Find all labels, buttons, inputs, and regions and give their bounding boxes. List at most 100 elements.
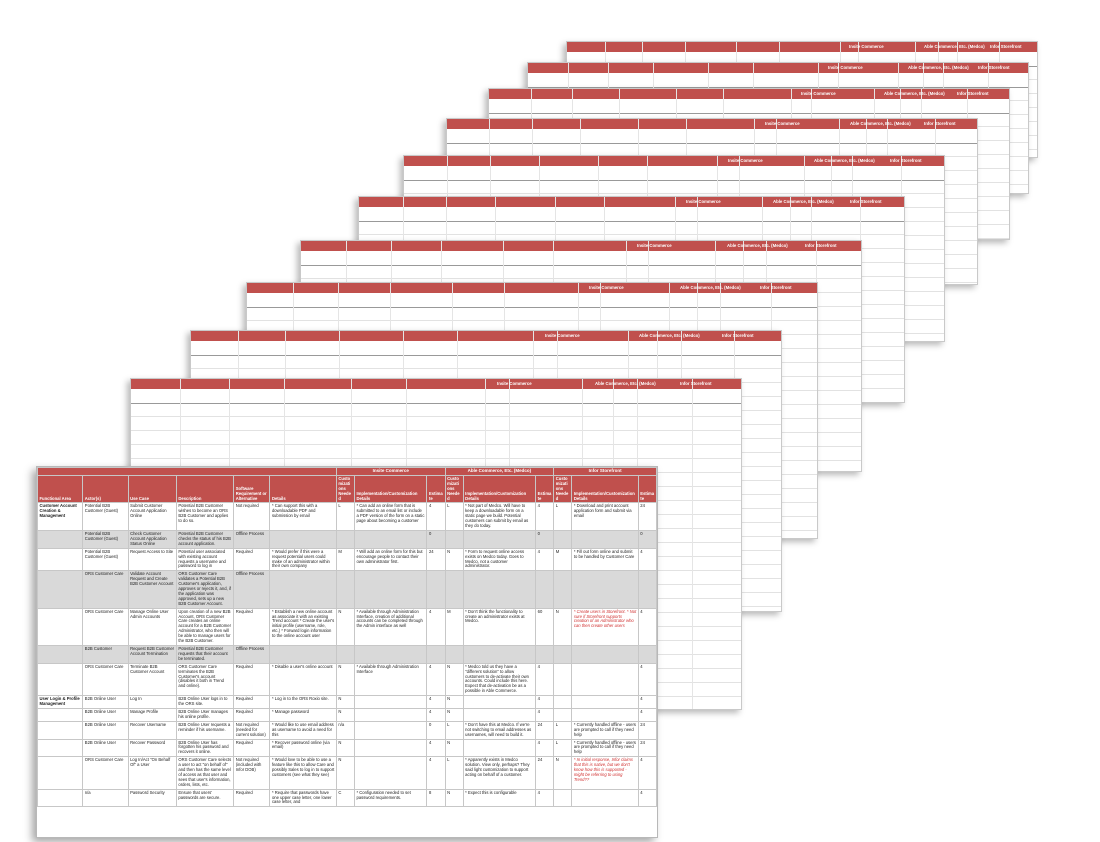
cell-i1 <box>353 756 428 790</box>
cell-actor: Potential B2B Customer (Guest) <box>82 502 129 531</box>
cell-e1: 4 <box>426 707 446 722</box>
cell-e2: 24 <box>535 756 555 790</box>
table-row: ORS Customer Care Validate Account Reques… <box>37 570 657 609</box>
cell-e2: 0 <box>535 529 555 549</box>
cell-c2: N <box>444 662 464 697</box>
cell-desc: B2B Online User logs in to the ORS site. <box>175 695 235 709</box>
cell-details: * Require that passwords have one upper … <box>269 788 337 808</box>
cell-e1 <box>426 570 446 609</box>
sheet-vendor-title: Able Commerce, Etc. (Medco) <box>639 333 700 338</box>
cell-c1 <box>335 645 355 664</box>
cell-req: Not required (needed for current solutio… <box>233 720 271 740</box>
requirements-table: Insite Commerce Able Commerce, Etc. (Med… <box>37 467 657 808</box>
cell-i1 <box>353 738 428 758</box>
table-row: Potential B2B Customer (Guest) Check Cust… <box>37 529 657 549</box>
sheet-vendor-title: Insite Commerce <box>801 91 836 96</box>
cell-req: Required <box>233 607 271 647</box>
cell-c3 <box>553 645 573 664</box>
table-row: n/a Password Security Ensure that users' p… <box>37 788 657 808</box>
cell-c3: M <box>553 547 573 572</box>
col-estimate-1: Estimate <box>426 474 446 504</box>
cell-c2: N <box>444 707 464 722</box>
cell-c1 <box>335 570 355 609</box>
col-impl-1: Implementation/Customization Details <box>353 474 428 504</box>
cell-req: Required <box>233 707 271 722</box>
col-estimate-3: Estimate <box>637 474 657 504</box>
cell-area <box>37 707 84 722</box>
cell-req: Not required (included with Infor DOB) <box>233 756 271 790</box>
cell-c1: N <box>335 707 355 722</box>
cell-req: Not required <box>233 502 271 531</box>
cell-i3: * Currently handled offline - users are … <box>571 720 639 740</box>
cell-desc: ORS Customer Care selects a user to act … <box>175 756 235 790</box>
cell-e3: 0 <box>637 529 657 549</box>
cell-c3 <box>553 788 573 808</box>
cell-c1: N <box>335 662 355 697</box>
sheet-vendor-title: Infor Storefront <box>850 199 882 204</box>
cell-actor: ORS Customer Care <box>82 607 129 647</box>
cell-i1 <box>353 529 428 549</box>
sheet-vendor-title: Insite Commerce <box>686 199 721 204</box>
cell-c2: N <box>444 547 464 572</box>
table-row: ORS Customer Care Manage Online User Admi… <box>37 607 657 647</box>
cell-c3 <box>553 570 573 609</box>
cell-c3: N <box>553 607 573 647</box>
cell-c3 <box>553 695 573 709</box>
cell-use-case: Log In <box>127 695 177 709</box>
cell-use-case: Check Customer Account Application Statu… <box>127 529 177 549</box>
sheet-vendor-title: Insite Commerce <box>497 381 532 386</box>
sheet-vendor-title: Able Commerce, Etc. (Medco) <box>814 158 875 163</box>
cell-c3: N <box>553 756 573 790</box>
sheet-column-header <box>131 389 741 404</box>
sheet-vendor-title: Infor Storefront <box>978 65 1010 70</box>
sheet-column-header <box>359 207 904 222</box>
cell-e2: 4 <box>535 788 555 808</box>
cell-i1: * Configuration needed to set password r… <box>353 788 428 808</box>
cell-i1: * Available through Administration Inter… <box>353 607 428 647</box>
cell-i1 <box>353 707 428 722</box>
sheet-column-header <box>247 293 817 308</box>
cell-use-case: Validate Account Request and Create B2B … <box>127 570 177 609</box>
cell-e2: 4 <box>535 502 555 531</box>
cell-c2: N <box>444 788 464 808</box>
cell-i3: * Create users in Storefront. * Not sure… <box>571 607 639 647</box>
cell-use-case: Request Access to Site <box>127 547 177 572</box>
cell-desc: B2B Online User requests a reminder if h… <box>175 720 235 740</box>
cell-e3: 4 <box>637 547 657 572</box>
cell-req: Offline Process <box>233 570 271 609</box>
cell-area <box>37 738 84 758</box>
cell-e2 <box>535 570 555 609</box>
sheet-vendor-title: Insite Commerce <box>765 121 800 126</box>
cell-i3 <box>571 707 639 722</box>
table-row: ORS Customer Care Log In/Act "On Behalf O… <box>37 756 657 790</box>
cell-c1: M <box>335 547 355 572</box>
table-row: Potential B2B Customer (Guest) Request Ac… <box>37 547 657 572</box>
cell-actor: B2B Online User <box>82 707 129 722</box>
sheet-gridline <box>692 379 693 709</box>
cell-e1: 0 <box>426 720 446 740</box>
sheet-column-header <box>528 73 1028 88</box>
front-spreadsheet-page: Insite Commerce Able Commerce, Etc. (Med… <box>36 466 658 838</box>
cell-details: * Manage password <box>269 707 337 722</box>
cell-req: Offline Process <box>233 529 271 549</box>
cell-i1 <box>353 695 428 709</box>
cell-area <box>37 720 84 740</box>
cell-c1: N <box>335 738 355 758</box>
cell-e3: 24 <box>637 738 657 758</box>
cell-c1: n/a <box>335 720 355 740</box>
cell-use-case: Log In/Act "On Behalf Of" a User <box>127 756 177 790</box>
cell-i1: * Can add an online form that is submitt… <box>353 502 428 531</box>
cell-c1: L <box>335 502 355 531</box>
col-custom-3: Customizations Needed <box>553 474 573 504</box>
cell-desc: Ensure that users' passwords are secure. <box>175 788 235 808</box>
cell-use-case: Terminate B2B Customer Account <box>127 662 177 697</box>
cell-i2 <box>462 707 537 722</box>
cell-e1: 4 <box>426 502 446 531</box>
col-details: Details <box>269 474 337 504</box>
cell-actor: ORS Customer Care <box>82 756 129 790</box>
cell-e1: 4 <box>426 662 446 697</box>
sheet-vendor-title: Infor Storefront <box>990 44 1022 49</box>
cell-area <box>37 529 84 549</box>
cell-c1: N <box>335 695 355 709</box>
cell-use-case: Submit Customer Account Application Onli… <box>127 502 177 531</box>
